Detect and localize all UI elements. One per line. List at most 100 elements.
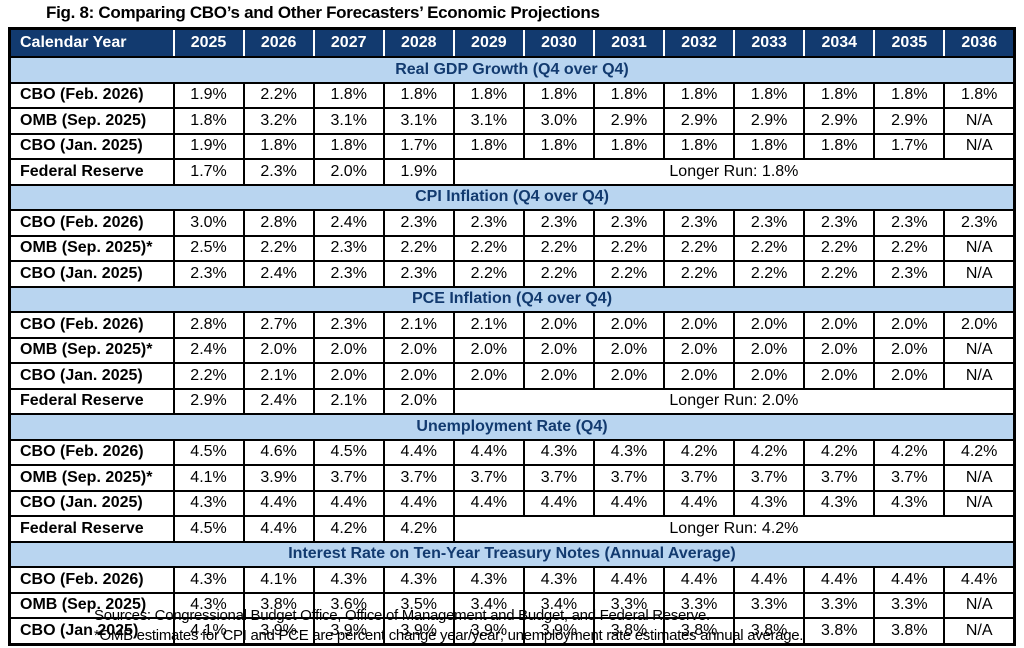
data-cell: 4.3% xyxy=(522,438,595,466)
data-cell: 2.0% xyxy=(803,336,876,364)
sources-note: Sources: Congressional Budget Office, Of… xyxy=(94,607,710,624)
year-header-cell: 2036 xyxy=(943,27,1016,58)
data-cell: 2.0% xyxy=(312,362,385,390)
data-cell: N/A xyxy=(943,617,1016,645)
year-header-cell: 2028 xyxy=(382,27,455,58)
data-cell: 3.3% xyxy=(873,591,946,619)
corner-header-cell: Calendar Year xyxy=(8,27,175,58)
data-cell: 2.0% xyxy=(452,362,525,390)
year-header-cell: 2033 xyxy=(733,27,806,58)
data-cell: N/A xyxy=(943,464,1016,492)
data-cell: 1.8% xyxy=(522,81,595,109)
data-cell: 2.2% xyxy=(733,260,806,288)
data-cell: 3.4% xyxy=(452,591,525,619)
data-cell: 4.4% xyxy=(382,438,455,466)
data-cell: 2.3% xyxy=(382,260,455,288)
data-cell: 2.4% xyxy=(312,209,385,237)
data-cell: 3.9% xyxy=(522,617,595,645)
data-cell: 1.8% xyxy=(452,132,525,160)
data-cell: N/A xyxy=(943,132,1016,160)
data-cell: 2.9% xyxy=(803,107,876,135)
data-cell: 3.0% xyxy=(522,107,595,135)
data-cell: N/A xyxy=(943,234,1016,262)
data-cell: 4.5% xyxy=(312,438,385,466)
data-cell: 2.3% xyxy=(733,209,806,237)
table-row: CBO (Jan 2025) 4.1% 3.9% 3.9% 3.9% 3.9% 3.9% 3.… xyxy=(8,617,1016,645)
data-cell: 1.8% xyxy=(873,81,946,109)
data-cell: 2.3% xyxy=(312,311,385,339)
data-cell: 1.8% xyxy=(312,132,385,160)
data-cell: 1.8% xyxy=(803,81,876,109)
table-row: OMB (Sep. 2025) 1.8% 3.2% 3.1% 3.1% 3.1% 3.0% 2… xyxy=(8,107,1016,135)
data-cell: 3.9% xyxy=(242,464,315,492)
section-band-row: Real GDP Growth (Q4 over Q4) xyxy=(8,56,1016,84)
longer-run-cell: Longer Run: 4.2% xyxy=(452,515,1016,543)
data-cell: 3.9% xyxy=(452,617,525,645)
data-cell: 4.3% xyxy=(382,566,455,594)
data-cell: N/A xyxy=(943,362,1016,390)
data-cell: 4.4% xyxy=(382,489,455,517)
data-cell: 1.7% xyxy=(382,132,455,160)
data-cell: 2.2% xyxy=(172,362,245,390)
year-header-cell: 2032 xyxy=(663,27,736,58)
data-cell: N/A xyxy=(943,591,1016,619)
data-cell: 2.9% xyxy=(592,107,666,135)
data-cell: 2.1% xyxy=(382,311,455,339)
data-cell: 2.3% xyxy=(873,260,946,288)
data-cell: 2.0% xyxy=(382,362,455,390)
data-cell: 2.9% xyxy=(873,107,946,135)
data-cell: 2.4% xyxy=(242,260,315,288)
data-cell: 4.1% xyxy=(172,617,245,645)
data-cell: 3.7% xyxy=(522,464,595,492)
omb-note: *OMB estimates for CPI and PCE are perce… xyxy=(94,627,804,644)
table-row: Federal Reserve 1.7% 2.3% 2.0% 1.9% Longer Ru… xyxy=(8,158,1016,186)
data-cell: 3.3% xyxy=(803,591,876,619)
longer-run-cell: Longer Run: 1.8% xyxy=(452,158,1016,186)
data-cell: N/A xyxy=(943,489,1016,517)
data-cell: 4.2% xyxy=(312,515,385,543)
data-cell: 4.4% xyxy=(592,566,666,594)
table-row: CBO (Feb. 2026) 1.9% 2.2% 1.8% 1.8% 1.8% 1.8% 1… xyxy=(8,81,1016,109)
data-cell: 3.2% xyxy=(242,107,315,135)
data-cell: 2.3% xyxy=(803,209,876,237)
year-header-cell: 2027 xyxy=(312,27,385,58)
data-cell: 3.8% xyxy=(663,617,736,645)
table-row: Federal Reserve 2.9% 2.4% 2.1% 2.0% Longer Ru… xyxy=(8,387,1016,415)
data-cell: 2.9% xyxy=(172,387,245,415)
data-cell: 2.2% xyxy=(733,234,806,262)
data-cell: 3.8% xyxy=(733,617,806,645)
data-cell: 1.8% xyxy=(312,81,385,109)
row-label-cell: OMB (Sep. 2025)* xyxy=(8,336,175,364)
data-cell: 1.8% xyxy=(943,81,1016,109)
data-cell: 2.0% xyxy=(592,362,666,390)
data-cell: 2.2% xyxy=(592,260,666,288)
data-cell: 2.2% xyxy=(242,81,315,109)
row-label-cell: CBO (Feb. 2026) xyxy=(8,438,175,466)
data-cell: 1.8% xyxy=(242,132,315,160)
data-cell: 2.5% xyxy=(172,234,245,262)
data-cell: 2.2% xyxy=(452,260,525,288)
data-cell: 4.4% xyxy=(733,566,806,594)
data-cell: 3.8% xyxy=(873,617,946,645)
data-cell: 2.3% xyxy=(663,209,736,237)
data-cell: 3.9% xyxy=(312,617,385,645)
table-row: CBO (Feb. 2026) 4.3% 4.1% 4.3% 4.3% 4.3% 4.3% 4… xyxy=(8,566,1016,594)
row-label-cell: Federal Reserve xyxy=(8,515,175,543)
data-cell: 3.7% xyxy=(873,464,946,492)
data-cell: 2.0% xyxy=(242,336,315,364)
row-label-cell: CBO (Jan. 2025) xyxy=(8,132,175,160)
data-cell: 2.3% xyxy=(312,234,385,262)
data-cell: 2.0% xyxy=(382,387,455,415)
data-cell: 3.7% xyxy=(312,464,385,492)
data-cell: 3.1% xyxy=(312,107,385,135)
data-cell: 2.0% xyxy=(803,362,876,390)
data-cell: 4.3% xyxy=(873,489,946,517)
data-cell: 2.8% xyxy=(242,209,315,237)
data-cell: 2.0% xyxy=(733,311,806,339)
data-cell: 3.3% xyxy=(733,591,806,619)
data-cell: 2.3% xyxy=(873,209,946,237)
data-cell: 3.6% xyxy=(312,591,385,619)
year-header-cell: 2026 xyxy=(242,27,315,58)
longer-run-cell: Longer Run: 2.0% xyxy=(452,387,1016,415)
